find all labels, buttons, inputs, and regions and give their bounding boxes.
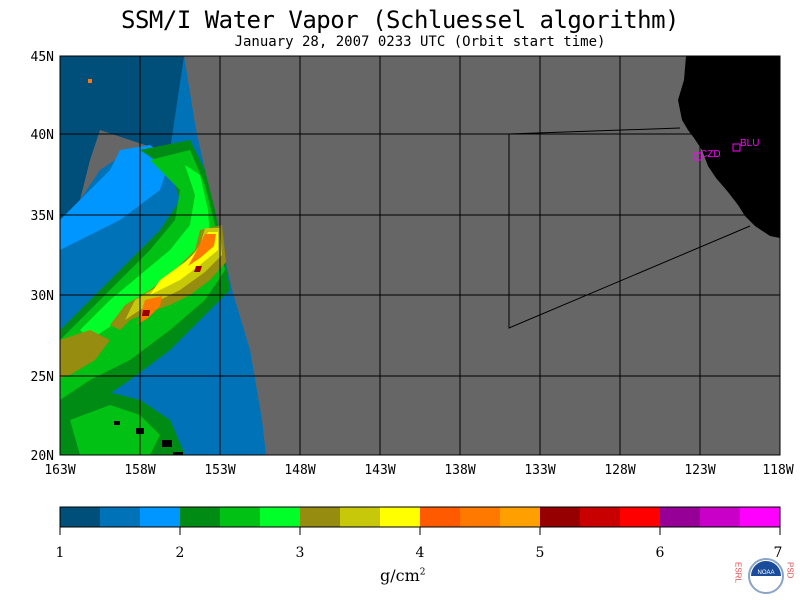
lat-label: 45N [31,50,54,65]
swath-green-south [70,405,160,455]
legend-swatch [380,507,421,527]
station-czd: CZD [693,149,721,161]
legend-tick-label: 4 [416,545,425,561]
lon-label: 143W [364,463,395,478]
legend-swatch [340,507,381,527]
legend-swatch [260,507,301,527]
swath-red-2 [142,310,150,316]
lon-label: 128W [604,463,635,478]
map-title: SSM/I Water Vapor (Schluessel algorithm) [121,6,679,34]
legend-tick-label: 2 [176,545,185,561]
map-gridlines [60,56,780,455]
lon-label: 118W [762,463,793,478]
logo-left-text: ESRL [734,562,743,583]
legend-swatch [300,507,341,527]
lat-label: 25N [31,370,54,385]
swath-olive [60,330,110,378]
legend-unit: g/cm2 [380,566,426,585]
legend-swatch [420,507,461,527]
swath-orange [188,234,216,266]
lon-label: 133W [524,463,555,478]
longitude-labels: 163W 158W 153W 148W 143W 138W 133W 128W 123W 118W [44,463,793,478]
legend-swatch [620,507,661,527]
lon-label: 158W [124,463,155,478]
legend-swatch [740,507,781,527]
station-label: BLU [740,138,759,149]
lon-label: 153W [204,463,235,478]
lat-label: 35N [31,209,54,224]
legend-tick-label: 5 [536,545,545,561]
legend-tick-labels: 1 2 3 4 5 6 7 [56,527,783,561]
domain-outline [508,127,751,329]
speck [88,79,92,83]
legend-tick-label: 1 [56,545,65,561]
lat-label: 40N [31,128,54,143]
swath-light-blue [60,145,170,250]
logo-center-text: NOAA [757,570,774,576]
lat-label: 20N [31,449,54,464]
color-legend [59,506,781,528]
legend-swatch [540,507,581,527]
logo-right-text: PSD [786,562,795,579]
swath-red [194,266,202,272]
legend-swatch [180,507,221,527]
noaa-logo: ESRL NOAA PSD [734,558,795,594]
legend-swatch [220,507,261,527]
legend-swatch [460,507,501,527]
latitude-labels: 45N 40N 35N 30N 25N 20N [31,50,54,464]
legend-tick-label: 3 [296,545,305,561]
legend-tick-label: 7 [774,545,783,561]
legend-swatch [700,507,741,527]
lon-label: 148W [284,463,315,478]
lon-label: 138W [444,463,475,478]
map-subtitle: January 28, 2007 0233 UTC (Orbit start t… [234,34,606,50]
station-label: CZD [700,149,721,160]
map-frame [59,55,781,456]
legend-swatch [580,507,621,527]
map-plot-area: CZD BLU [60,56,780,455]
swath-dark-blue [60,56,200,220]
station-blu: BLU [732,138,759,152]
legend-swatch [140,507,181,527]
lon-label: 123W [684,463,715,478]
legend-swatch [500,507,541,527]
legend-swatch [660,507,701,527]
lat-label: 30N [31,289,54,304]
land-california [678,56,780,238]
legend-swatch [60,507,101,527]
swath-bright-green [80,165,210,340]
legend-swatch [100,507,141,527]
lon-label: 163W [44,463,75,478]
legend-tick-label: 6 [656,545,665,561]
